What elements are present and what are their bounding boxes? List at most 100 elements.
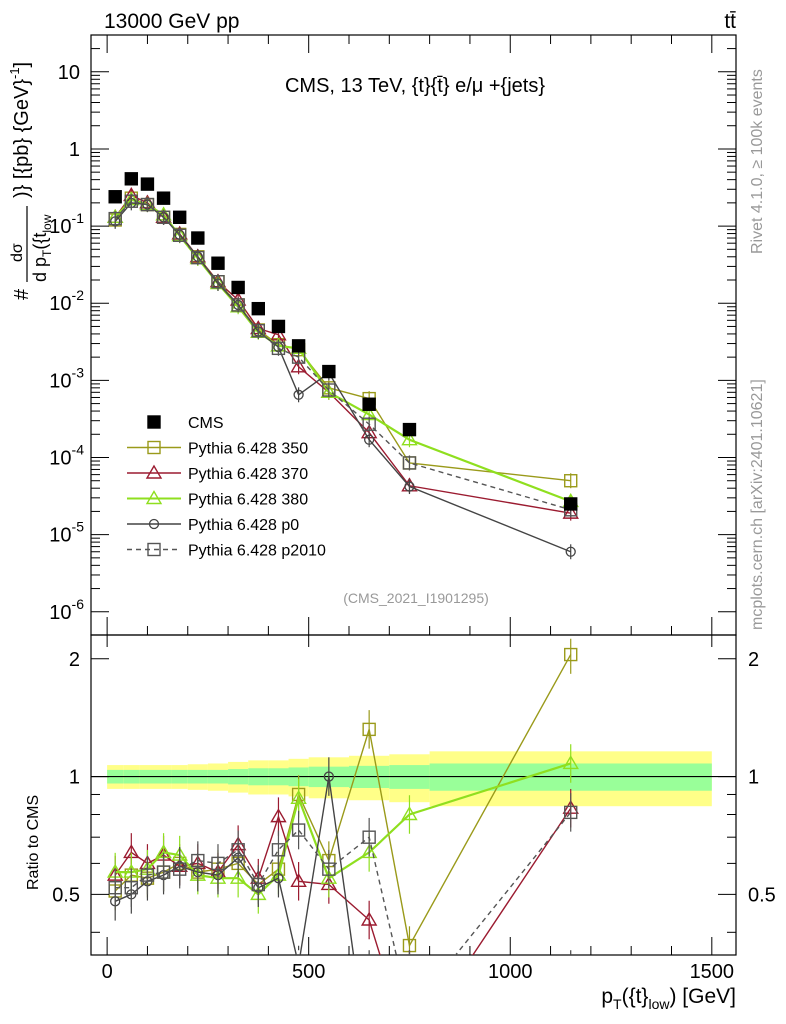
- ratio-point-s370: [360, 911, 378, 926]
- ratio-point-s350: [402, 938, 417, 953]
- ratio-point-sp2010: [211, 856, 225, 871]
- point-sp2010: [251, 324, 265, 338]
- point-sp2010: [172, 228, 187, 242]
- point-sp0: [364, 434, 375, 445]
- point-sp2010: [322, 383, 336, 397]
- ylabel-tail: )} [{pb} {GeV}-1]: [7, 62, 33, 198]
- ratio-point-sp2010: [231, 843, 245, 857]
- point-s370: [290, 358, 307, 373]
- ratio-point-s350: [362, 722, 376, 737]
- ylabel-den-d: d p: [30, 257, 50, 282]
- header-process: 13000 GeV pp: [104, 10, 239, 33]
- legend-item-sp2010: Pythia 6.428 p2010: [127, 543, 326, 560]
- ratio-point-s380: [229, 869, 247, 884]
- main-y-axis-label: # dσ d pT({tlow )} [{pb} {GeV}-1]: [7, 62, 54, 300]
- point-sp2010: [191, 250, 205, 265]
- ratio-point-s370: [270, 808, 287, 823]
- x-tick-label: 1000: [488, 961, 533, 983]
- ratio-point-sp0: [323, 771, 334, 782]
- series-line-sp0: [114, 202, 571, 553]
- point-sp2010: [291, 350, 306, 364]
- ratio-line-sp2010: [115, 811, 572, 955]
- legend-marker-s370: [145, 464, 163, 479]
- ratio-y-axis-label: Ratio to CMS: [25, 795, 42, 890]
- ylabel-den-rest: ({t: [30, 233, 50, 250]
- x-tick-label: 500: [292, 961, 325, 983]
- main-y-tick-label: 10-2: [49, 287, 84, 315]
- ylabel-den-sub: T: [40, 249, 54, 257]
- ratio-plot-frame: [90, 634, 737, 956]
- main-y-tick-label: 10: [58, 62, 80, 84]
- series-line-s380: [114, 198, 572, 503]
- point-sp0: [565, 546, 576, 557]
- xlabel-rest: ({t}: [622, 985, 649, 1008]
- tick-base: 1: [69, 139, 80, 161]
- mcplots-label: mcplots.cern.ch [arXiv:2401.10621]: [749, 379, 766, 630]
- main-plot-area: CMS, 13 TeV, {t}{t̄} e/μ +{jets} (CMS_20…: [90, 34, 737, 636]
- tick-base: 10: [49, 370, 71, 392]
- x-axis-label: pT({t}low) [GeV]: [601, 985, 736, 1012]
- main-y-tick-label: 10-3: [49, 364, 84, 392]
- series-line-s370: [114, 194, 571, 514]
- legend-item-s350: Pythia 6.428 350: [127, 441, 308, 458]
- ratio-point-sp2010: [362, 830, 376, 844]
- header-final-state: tt̄: [724, 10, 736, 33]
- ratio-point-sp2010: [108, 881, 122, 895]
- point-s350: [564, 474, 578, 488]
- ratio-point-sp2010: [156, 865, 171, 879]
- tick-base: 10: [49, 216, 71, 238]
- x-tick-label: 1500: [690, 961, 735, 983]
- point-s380: [401, 431, 418, 446]
- main-y-tick-label: 1: [69, 139, 80, 161]
- main-y-tick-label: 10-1: [49, 210, 84, 238]
- point-sp0: [293, 389, 304, 400]
- main-y-tick-label: 10-6: [49, 596, 84, 624]
- ylabel-tail-end: ]: [11, 62, 33, 68]
- point-sp2010: [231, 298, 245, 312]
- ylabel-den-rest-sub: low: [40, 214, 54, 232]
- point-sp2010: [108, 211, 122, 226]
- cms-data-point: [322, 364, 336, 379]
- legend-label-sp0: Pythia 6.428 p0: [188, 517, 299, 534]
- cms-data-point: [362, 397, 376, 411]
- tick-base: 10: [49, 525, 71, 547]
- legend-marker-sp2010: [147, 542, 161, 557]
- ratio-point-sp2010: [564, 805, 578, 820]
- ylabel-tail-text: )} [{pb} {GeV}: [11, 79, 33, 198]
- cms-data-point: [172, 210, 187, 224]
- tick-exp: -4: [72, 442, 85, 458]
- ratio-point-sp2010: [191, 853, 205, 868]
- legend: CMS Pythia 6.428 350 Pythia 6.428 370 Pythi…: [127, 415, 326, 560]
- analysis-label: (CMS_2021_I1901295): [343, 590, 489, 606]
- cms-data-point: [140, 177, 155, 191]
- main-y-tick-label: 10-4: [49, 442, 84, 470]
- tick-base: 10: [49, 293, 71, 315]
- ratio-point-sp2010: [271, 843, 286, 857]
- point-sp2010: [156, 210, 171, 224]
- rivet-version-label: Rivet 4.1.0, ≥ 100k events: [749, 69, 766, 254]
- ratio-point-sp0: [566, 1015, 575, 1024]
- legend-label-s370: Pythia 6.428 370: [188, 466, 308, 483]
- xlabel-end: ) [GeV]: [669, 985, 736, 1008]
- ratio-point-s380: [401, 806, 418, 821]
- cms-data-point: [564, 497, 578, 511]
- ratio-point-sp2010: [403, 1006, 415, 1018]
- cms-data-point: [291, 339, 306, 353]
- ratio-point-sp2010: [322, 862, 336, 876]
- legend-label-sp2010: Pythia 6.428 p2010: [188, 543, 326, 560]
- xlabel-p: p: [601, 985, 613, 1008]
- cms-data-point: [108, 190, 122, 204]
- tick-exp: -3: [72, 364, 85, 380]
- legend-marker-sp0: [148, 518, 160, 530]
- cms-data-point: [124, 172, 139, 186]
- point-sp2010: [140, 197, 155, 212]
- tick-exp: -1: [72, 210, 85, 226]
- ratio-point-s380: [360, 844, 378, 859]
- ylabel-frac-num: dσ: [9, 243, 26, 262]
- point-sp2010: [402, 456, 417, 470]
- legend-marker-cms: [147, 415, 161, 429]
- point-sp2010: [271, 341, 286, 356]
- point-sp2010: [362, 417, 376, 431]
- legend-marker-s350: [147, 440, 161, 455]
